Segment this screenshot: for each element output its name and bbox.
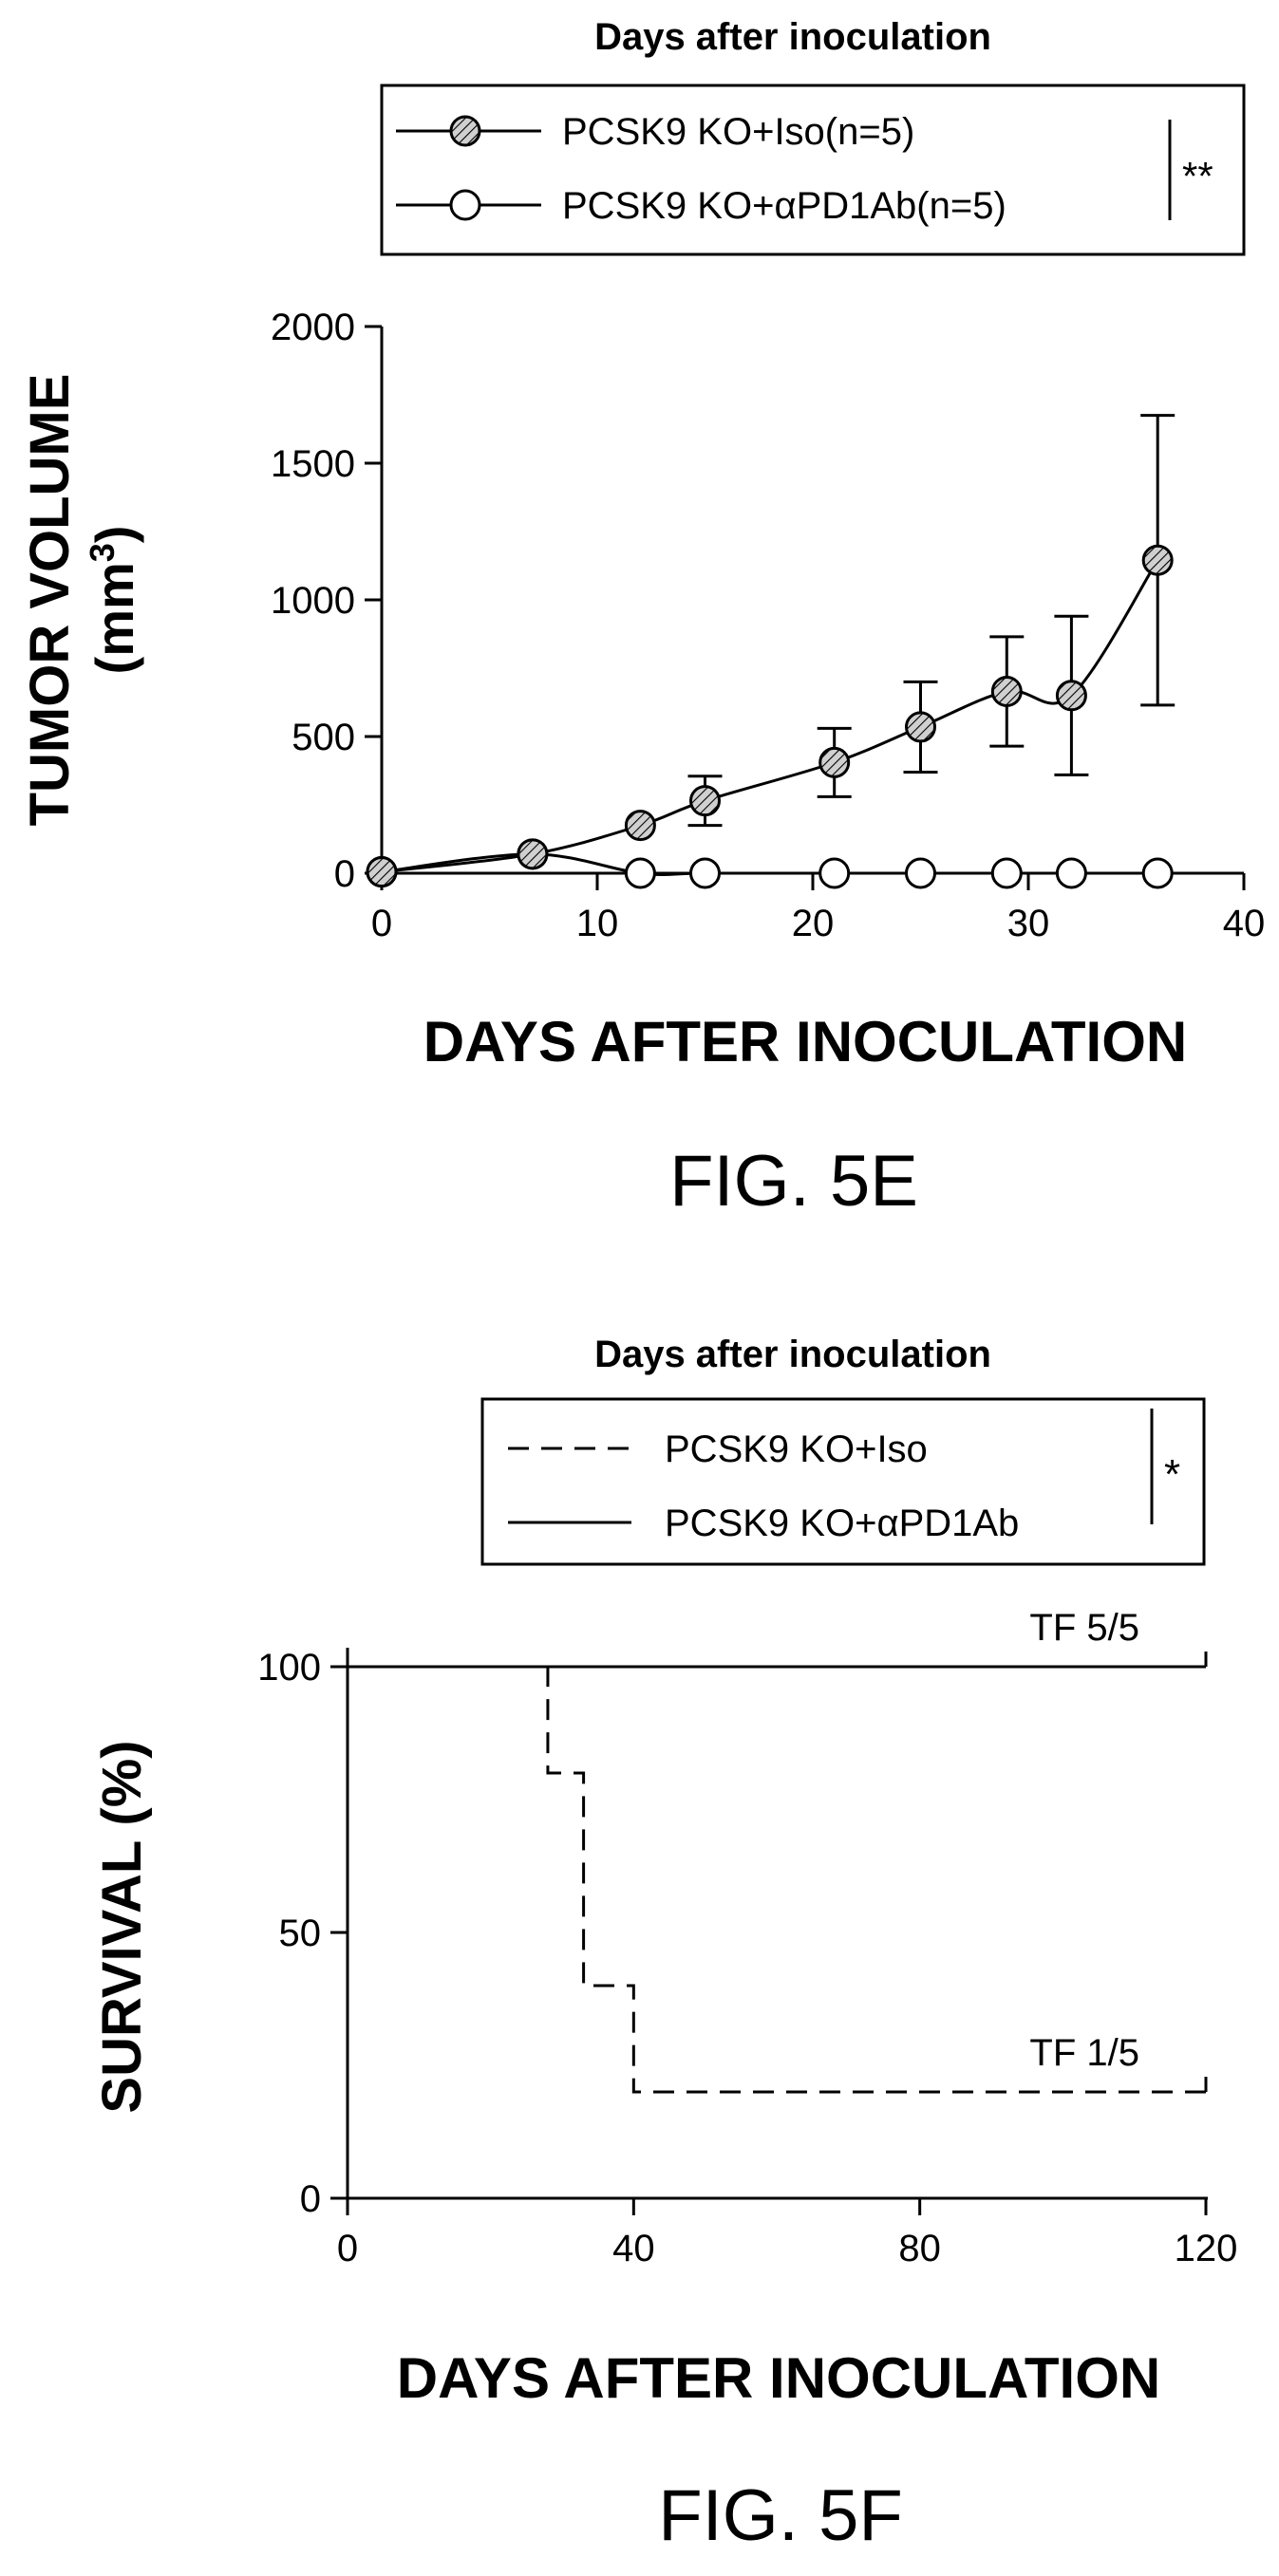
data-point-hatched <box>517 838 549 870</box>
data-point-open <box>990 857 1023 889</box>
figure-label: FIG. 5E <box>669 1141 918 1222</box>
legend-box <box>380 84 1246 256</box>
y-axis-label: SURVIVAL (%) <box>91 1740 153 2113</box>
legend-item-apd1ab: PCSK9 KO+αPD1Ab(n=5) <box>396 185 1006 227</box>
chart-title: Days after inoculation <box>594 1334 991 1375</box>
legend-label: PCSK9 KO+αPD1Ab(n=5) <box>562 185 1006 227</box>
chart-title: Days after inoculation <box>594 16 991 58</box>
tumor-volume-chart: Days after inoculation PCSK9 KO+Iso(n=5)… <box>19 16 1265 1222</box>
legend: PCSK9 KO+Iso PCSK9 KO+αPD1Ab * <box>480 1397 1206 1566</box>
legend-marker-open-circle <box>449 189 481 221</box>
legend-label: PCSK9 KO+Iso(n=5) <box>562 111 914 153</box>
x-tick-label: 40 <box>1223 903 1266 944</box>
data-point-hatched <box>1141 544 1174 576</box>
legend-item-iso: PCSK9 KO+Iso <box>508 1428 928 1470</box>
x-tick-label: 0 <box>337 2228 358 2269</box>
data-point-open <box>689 857 721 889</box>
data-point-hatched <box>689 785 721 817</box>
survival-annotation: TF 5/5 <box>1029 1607 1139 1649</box>
plot-area: TF 1/5 TF 5/5 <box>348 1607 1208 2094</box>
legend: PCSK9 KO+Iso(n=5) PCSK9 KO+αPD1Ab(n=5) *… <box>380 84 1246 256</box>
data-point-hatched <box>366 856 398 888</box>
figure-label: FIG. 5F <box>658 2475 903 2556</box>
data-point-open <box>1055 857 1087 889</box>
x-tick-label: 30 <box>1007 903 1050 944</box>
data-point-hatched <box>624 810 656 842</box>
y-axis-unit: (mm3) <box>83 526 144 675</box>
x-axis: 0 10 20 30 40 <box>371 871 1266 944</box>
y-tick-label: 100 <box>257 1647 321 1689</box>
series-line <box>381 559 1159 874</box>
x-axis: 0 40 80 120 <box>337 2196 1238 2269</box>
survival-chart: Days after inoculation PCSK9 KO+Iso PCSK… <box>91 1334 1237 2556</box>
y-axis-label: TUMOR VOLUME <box>19 374 81 827</box>
legend-box <box>480 1397 1206 1566</box>
legend-item-apd1ab: PCSK9 KO+αPD1Ab <box>508 1503 1019 1544</box>
legend-marker-hatched-circle <box>449 115 481 147</box>
x-axis-label: DAYS AFTER INOCULATION <box>397 2346 1160 2410</box>
significance-label: ** <box>1182 154 1213 198</box>
y-axis: 0 500 1000 1500 2000 <box>271 307 384 895</box>
data-point-hatched <box>818 746 851 778</box>
plot-area <box>366 414 1176 889</box>
series-line <box>381 852 1158 876</box>
legend-label: PCSK9 KO+Iso <box>665 1428 928 1470</box>
y-axis: 0 50 100 <box>257 1647 349 2220</box>
data-point-open <box>818 857 851 889</box>
x-tick-label: 10 <box>576 903 619 944</box>
x-tick-label: 80 <box>898 2228 941 2269</box>
data-point-open <box>1141 857 1174 889</box>
legend-item-iso: PCSK9 KO+Iso(n=5) <box>396 111 914 153</box>
legend-label: PCSK9 KO+αPD1Ab <box>665 1503 1019 1544</box>
y-tick-label: 1000 <box>271 580 355 622</box>
y-tick-label: 2000 <box>271 307 355 348</box>
y-tick-label: 500 <box>292 717 355 758</box>
x-tick-label: 40 <box>612 2228 655 2269</box>
data-point-open <box>905 857 936 889</box>
survival-curve <box>348 1665 1206 2094</box>
y-tick-label: 0 <box>300 2178 321 2220</box>
data-point-open <box>624 857 656 889</box>
x-tick-label: 120 <box>1175 2228 1238 2269</box>
y-tick-label: 1500 <box>271 443 355 485</box>
x-tick-label: 0 <box>371 903 392 944</box>
data-point-hatched <box>1055 680 1087 712</box>
data-point-hatched <box>990 675 1023 707</box>
y-tick-label: 50 <box>279 1913 322 1954</box>
x-tick-label: 20 <box>792 903 835 944</box>
data-point-hatched <box>905 711 936 743</box>
survival-annotation: TF 1/5 <box>1029 2032 1139 2074</box>
y-tick-label: 0 <box>334 853 355 895</box>
significance-label: * <box>1164 1451 1180 1498</box>
x-axis-label: DAYS AFTER INOCULATION <box>423 1010 1187 1073</box>
